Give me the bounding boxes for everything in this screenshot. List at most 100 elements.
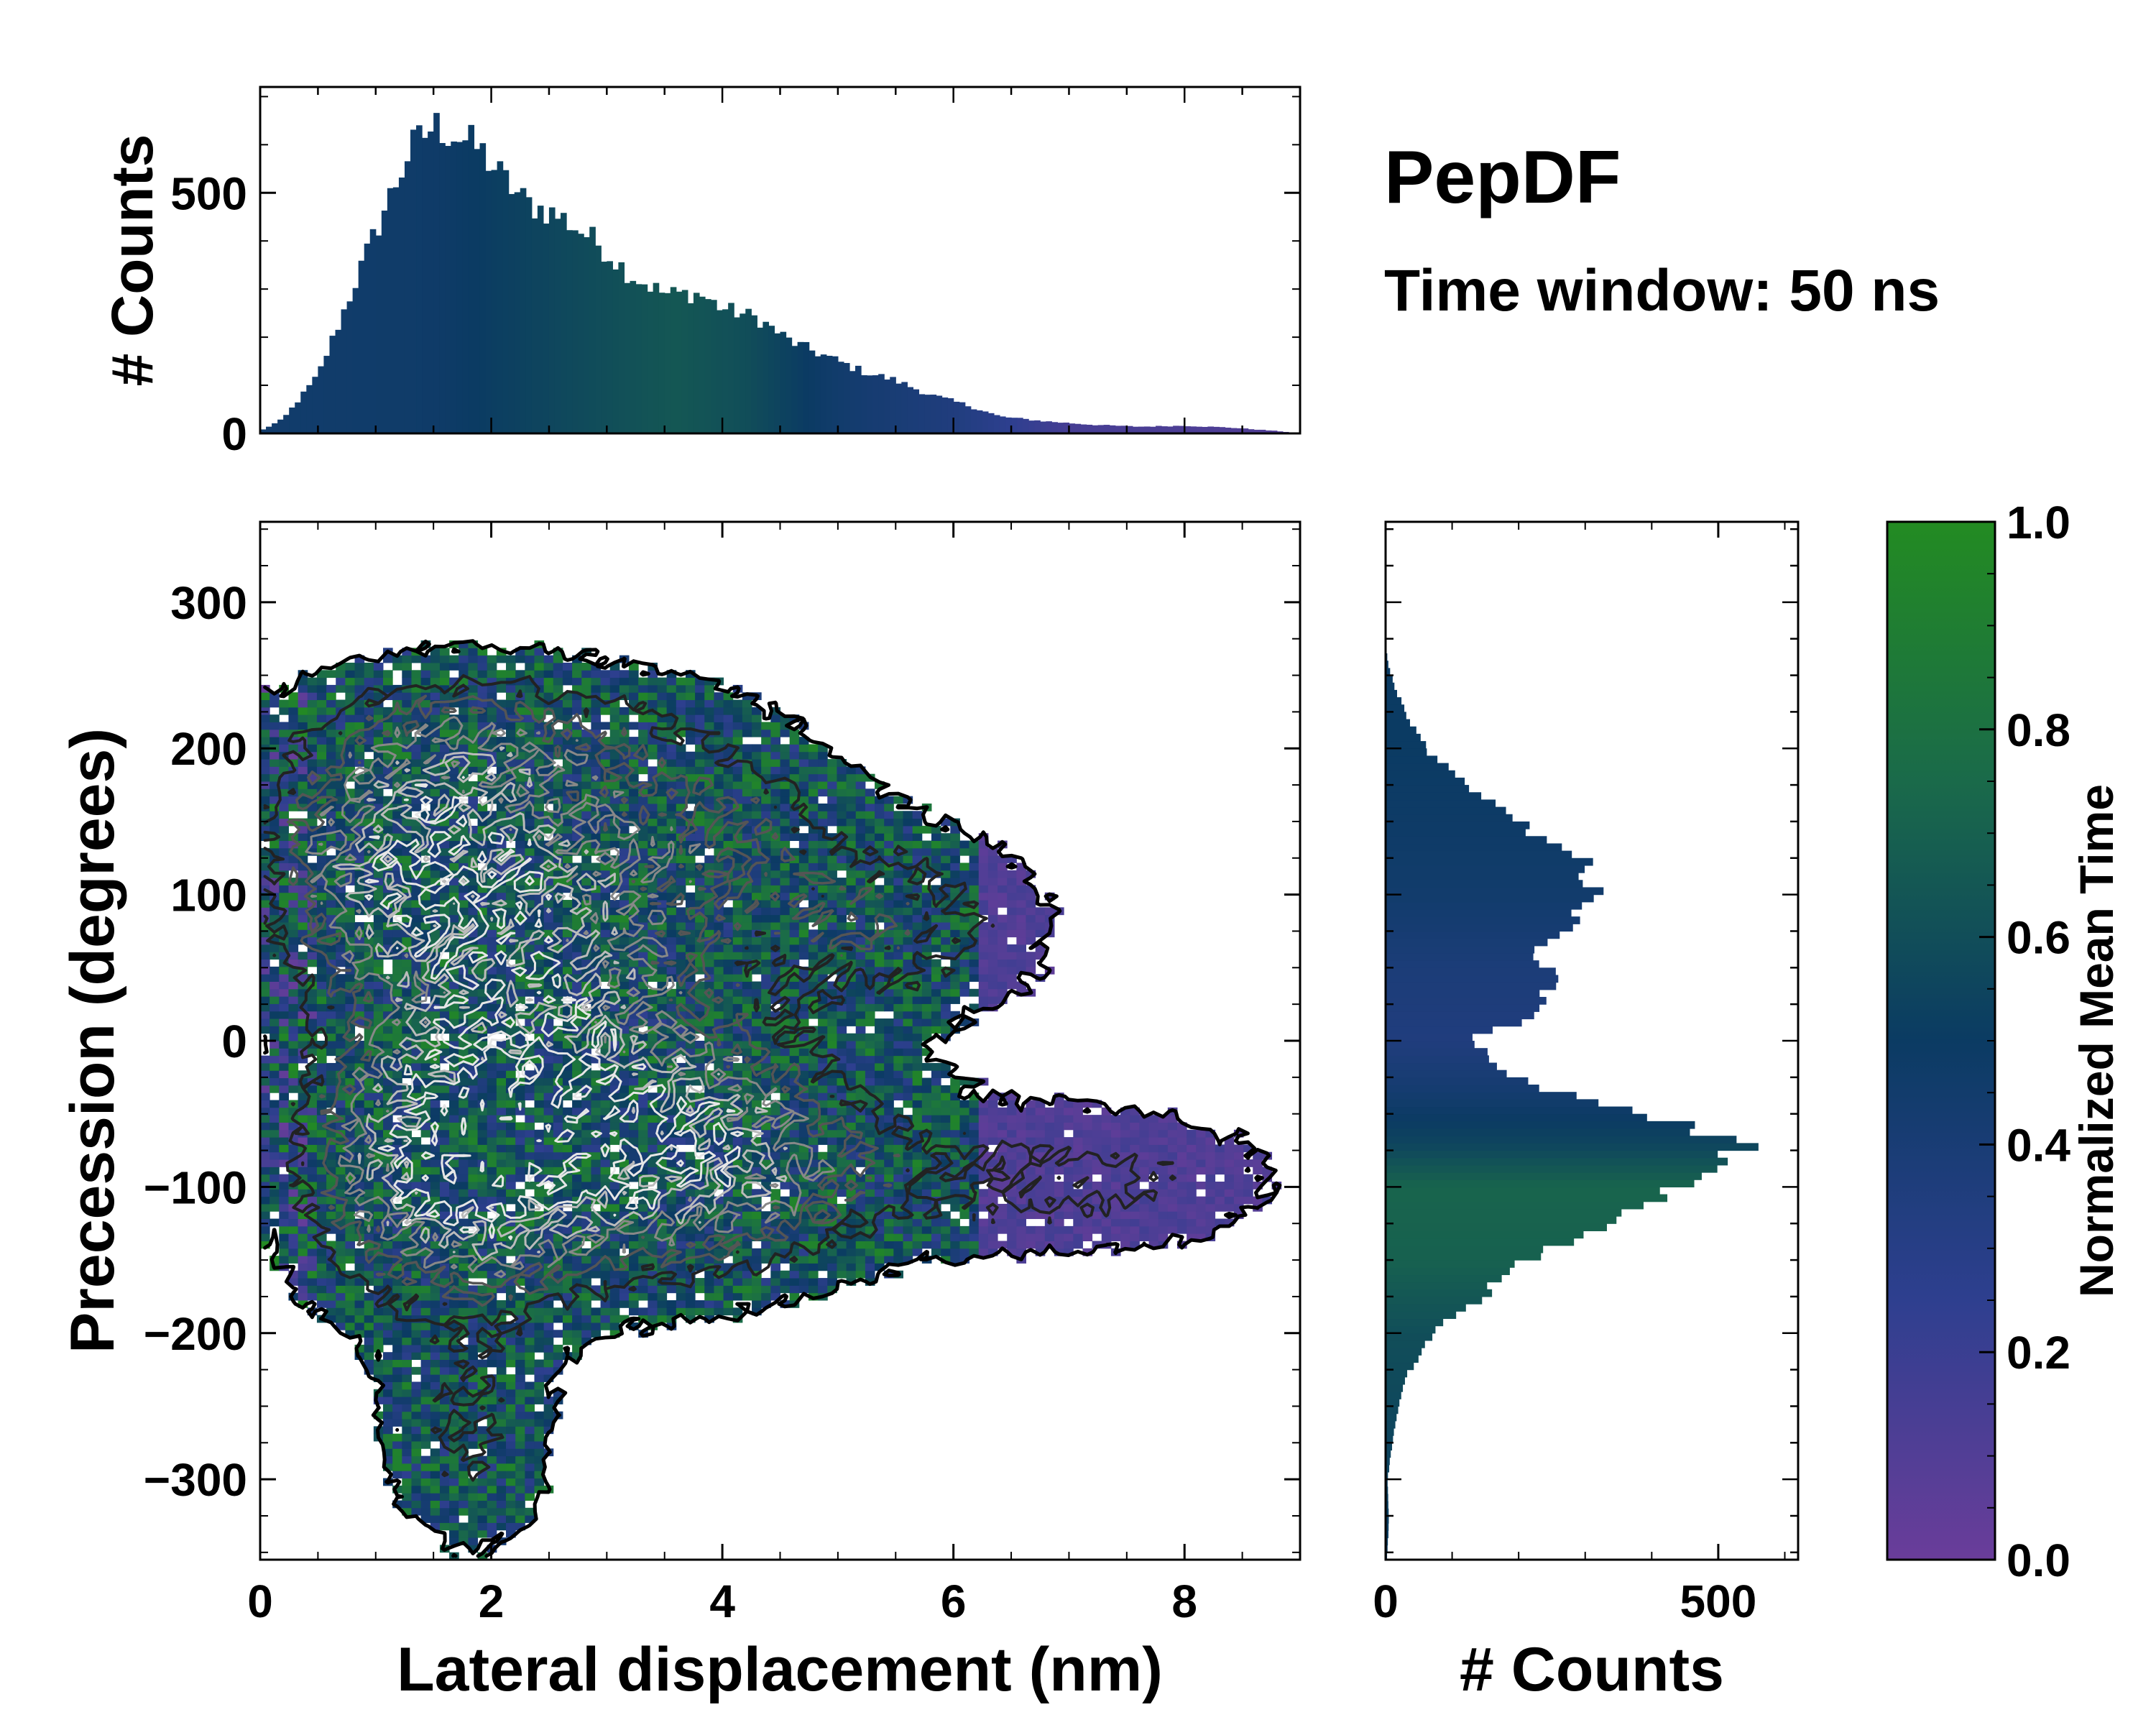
heatmap-cell [392, 1070, 402, 1078]
top-histogram-bar [705, 299, 711, 433]
heatmap-cell [847, 1263, 857, 1271]
heatmap-cell [676, 1285, 686, 1293]
heatmap-cell [865, 952, 875, 960]
heatmap-cell [865, 967, 875, 975]
heatmap-cell [1168, 1122, 1178, 1130]
heatmap-cell [317, 1211, 327, 1219]
heatmap-cell [667, 929, 677, 937]
heatmap-cell [260, 1152, 270, 1160]
heatmap-cell [629, 1018, 639, 1026]
heatmap-cell [317, 1271, 327, 1279]
heatmap-cell [950, 1137, 960, 1145]
heatmap-cell [610, 1182, 620, 1190]
heatmap-cell [430, 1167, 441, 1174]
heatmap-cell [1234, 1174, 1244, 1182]
heatmap-cell [270, 974, 280, 982]
heatmap-cell [1082, 1226, 1092, 1234]
heatmap-cell [534, 1115, 544, 1123]
heatmap-cell [790, 1189, 800, 1197]
heatmap-cell [959, 1233, 969, 1241]
heatmap-cell [808, 1152, 819, 1160]
heatmap-cell [780, 1271, 791, 1279]
heatmap-cell [893, 1182, 903, 1190]
heatmap-cell [1082, 1167, 1092, 1174]
top-histogram-bar [595, 246, 602, 433]
heatmap-cell [941, 1108, 951, 1116]
heatmap-cell [903, 1026, 913, 1034]
heatmap-cell [724, 929, 734, 937]
heatmap-cell [865, 1115, 875, 1123]
heatmap-cell [770, 1152, 780, 1160]
top-histogram-bar [1017, 418, 1023, 433]
heatmap-cell [959, 937, 969, 945]
heatmap-cell [487, 1307, 497, 1315]
heatmap-cell [742, 1048, 752, 1056]
heatmap-cell [676, 996, 686, 1004]
heatmap-cell [534, 1144, 544, 1152]
heatmap-cell [430, 1352, 441, 1360]
top-histogram-bar [924, 395, 931, 433]
heatmap-cell [1168, 1189, 1178, 1197]
heatmap-cell [260, 1167, 270, 1174]
heatmap-cell [1054, 1182, 1064, 1190]
heatmap-cell [610, 1315, 620, 1323]
heatmap-cell [374, 1338, 384, 1346]
heatmap-cell [298, 1226, 308, 1234]
heatmap-cell [411, 1397, 421, 1404]
heatmap-cell [1205, 1182, 1215, 1190]
heatmap-cell [601, 1167, 611, 1174]
heatmap-cell [515, 1412, 525, 1420]
heatmap-cell [1130, 1115, 1140, 1123]
heatmap-cell [336, 1315, 346, 1323]
heatmap-cell [1205, 1137, 1215, 1145]
heatmap-cell [515, 1293, 525, 1301]
heatmap-cell [752, 1026, 762, 1034]
heatmap-cell [581, 1130, 591, 1138]
heatmap-cell [1082, 1115, 1092, 1123]
heatmap-cell [402, 1360, 412, 1368]
heatmap-cell [553, 1152, 563, 1160]
heatmap-cell [808, 1108, 819, 1116]
heatmap-cell [430, 1515, 441, 1523]
heatmap-cell [847, 1271, 857, 1279]
heatmap-cell [478, 1144, 488, 1152]
heatmap-cell [1073, 1130, 1083, 1138]
top-histogram-bar [1051, 422, 1058, 433]
heatmap-cell [724, 996, 734, 1004]
heatmap-cell [893, 1026, 903, 1034]
heatmap-cell [780, 1152, 791, 1160]
heatmap-cell [1102, 1167, 1112, 1174]
heatmap-cell [1064, 1174, 1074, 1182]
heatmap-cell [279, 1233, 289, 1241]
heatmap-cell [988, 1122, 998, 1130]
heatmap-cell [950, 929, 960, 937]
heatmap-cell [799, 929, 809, 937]
heatmap-cell [1111, 1174, 1121, 1182]
heatmap-cell [1082, 1219, 1092, 1227]
heatmap-cell [279, 1122, 289, 1130]
heatmap-cell [884, 1034, 894, 1041]
heatmap-cell [402, 1478, 412, 1486]
heatmap-cell [865, 1056, 875, 1064]
top-histogram-bar [1092, 426, 1099, 433]
heatmap-cell [979, 1137, 989, 1145]
heatmap-cell [270, 1152, 280, 1160]
heatmap-cell [808, 1241, 819, 1248]
heatmap-cell [969, 1174, 980, 1182]
top-histogram-bar [1098, 425, 1105, 433]
heatmap-cell [1130, 1130, 1140, 1138]
top-histogram-bar [1104, 425, 1110, 433]
heatmap-cell [1205, 1167, 1215, 1174]
heatmap-cell [1187, 1226, 1197, 1234]
heatmap-cell [752, 1293, 762, 1301]
heatmap-cell [288, 1048, 298, 1056]
heatmap-cell [534, 1330, 544, 1338]
heatmap-cell [856, 1248, 866, 1256]
heatmap-cell [1111, 1204, 1121, 1212]
heatmap-cell [525, 1456, 535, 1464]
heatmap-cell [497, 1374, 507, 1382]
heatmap-cell [440, 1486, 450, 1494]
heatmap-cell [392, 1241, 402, 1248]
heatmap-cell [913, 1011, 923, 1019]
heatmap-cell [1007, 1159, 1017, 1167]
